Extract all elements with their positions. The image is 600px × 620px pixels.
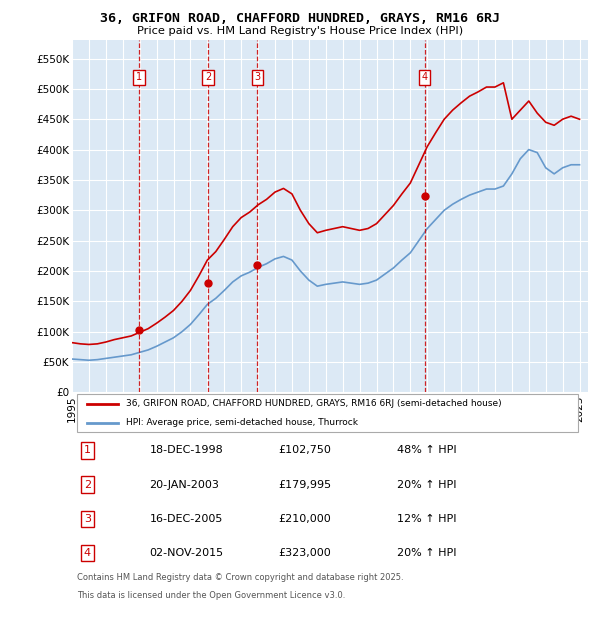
Text: 1: 1 (84, 445, 91, 456)
Text: 3: 3 (84, 514, 91, 524)
Text: 20% ↑ HPI: 20% ↑ HPI (397, 548, 457, 558)
Text: 3: 3 (254, 73, 260, 82)
Text: £323,000: £323,000 (278, 548, 331, 558)
Text: 18-DEC-1998: 18-DEC-1998 (149, 445, 223, 456)
Text: 48% ↑ HPI: 48% ↑ HPI (397, 445, 457, 456)
Text: 12% ↑ HPI: 12% ↑ HPI (397, 514, 457, 524)
Text: £179,995: £179,995 (278, 480, 332, 490)
Text: Price paid vs. HM Land Registry's House Price Index (HPI): Price paid vs. HM Land Registry's House … (137, 26, 463, 36)
Text: £210,000: £210,000 (278, 514, 331, 524)
FancyBboxPatch shape (77, 394, 578, 432)
Text: 36, GRIFON ROAD, CHAFFORD HUNDRED, GRAYS, RM16 6RJ: 36, GRIFON ROAD, CHAFFORD HUNDRED, GRAYS… (100, 12, 500, 25)
Text: Contains HM Land Registry data © Crown copyright and database right 2025.: Contains HM Land Registry data © Crown c… (77, 573, 404, 582)
Text: 4: 4 (422, 73, 428, 82)
Text: £102,750: £102,750 (278, 445, 331, 456)
Text: This data is licensed under the Open Government Licence v3.0.: This data is licensed under the Open Gov… (77, 591, 346, 600)
Text: 02-NOV-2015: 02-NOV-2015 (149, 548, 224, 558)
Text: 16-DEC-2005: 16-DEC-2005 (149, 514, 223, 524)
Text: 2: 2 (205, 73, 211, 82)
Text: 20% ↑ HPI: 20% ↑ HPI (397, 480, 457, 490)
Text: HPI: Average price, semi-detached house, Thurrock: HPI: Average price, semi-detached house,… (126, 418, 358, 427)
Text: 20-JAN-2003: 20-JAN-2003 (149, 480, 219, 490)
Text: 1: 1 (136, 73, 142, 82)
Text: 4: 4 (84, 548, 91, 558)
Text: 2: 2 (84, 480, 91, 490)
Text: 36, GRIFON ROAD, CHAFFORD HUNDRED, GRAYS, RM16 6RJ (semi-detached house): 36, GRIFON ROAD, CHAFFORD HUNDRED, GRAYS… (126, 399, 502, 408)
